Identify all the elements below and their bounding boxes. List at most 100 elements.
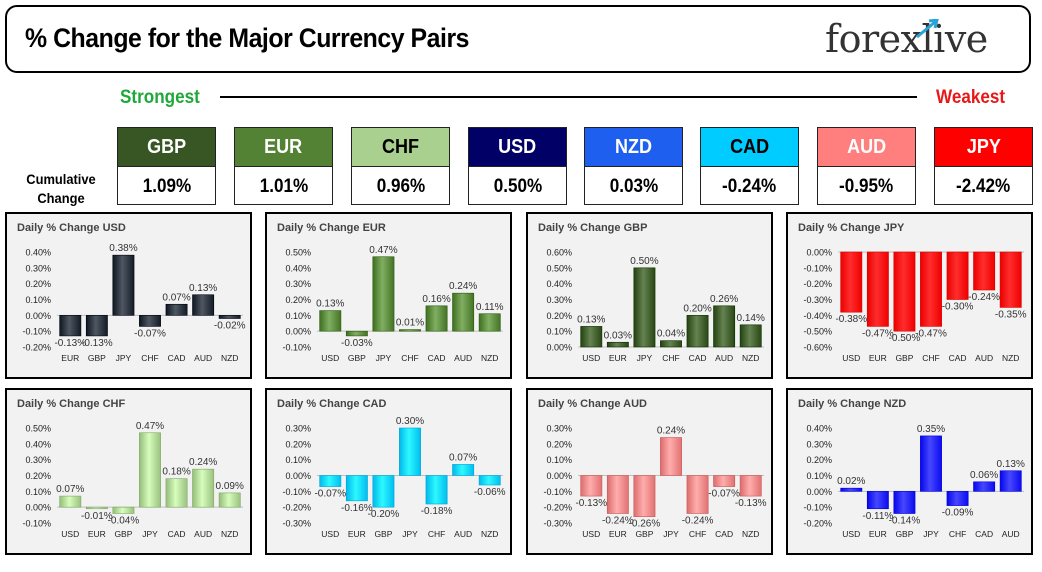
x-tick-label: CAD [689,353,707,363]
y-tick-label: -0.20% [803,519,832,529]
bar-nzd [218,492,241,508]
y-tick-label: -0.50% [803,327,832,337]
bar-chart-cad: 0.30% 0.20% 0.10% 0.00% -0.10% -0.20% -0.30% -0… [282,416,505,539]
y-tick-label: 0.00% [25,311,51,321]
bar-eur [606,475,629,514]
cumulative-change-value: 0.50% [469,167,566,206]
currency-code: AUD [818,128,915,167]
data-label: 0.01% [396,318,424,329]
bar-nzd [218,315,241,319]
data-label: 0.04% [657,329,685,340]
bar-gbp [112,506,135,514]
bar-aud [192,294,215,316]
x-tick-label: GBP [114,529,132,539]
y-tick-label: 0.30% [25,455,51,465]
currency-box-usd: USD 0.50% [468,127,567,205]
currency-code: JPY [935,128,1032,167]
cumulative-change-text: -2.42% [956,176,1011,197]
bar-usd [840,251,863,313]
y-tick-label: -0.10% [543,487,572,497]
chart-panel-nzd: Daily % Change NZD 0.40% 0.30% 0.20% 0.10% 0.… [786,388,1033,555]
data-label: 0.14% [737,313,765,324]
data-label: 0.18% [162,467,190,478]
y-tick-label: 0.40% [285,263,311,273]
chart-panel-gbp: Daily % Change GBP 0.60% 0.50% 0.40% 0.30% 0.… [526,212,773,379]
x-tick-label: CHF [401,353,418,363]
x-tick-label: AUD [975,353,993,363]
y-tick-label: 0.00% [285,327,311,337]
data-label: -0.14% [889,516,921,527]
y-tick-label: 0.10% [546,455,572,465]
data-label: 0.47% [369,245,397,256]
data-label: 0.03% [604,330,632,341]
data-label: 0.13% [316,299,344,310]
data-label: 0.35% [917,424,945,435]
x-tick-label: USD [321,353,339,363]
x-tick-label: AUD [715,353,733,363]
bar-usd [319,310,342,332]
strongest-label: Strongest [120,87,200,108]
currency-box-cad: CAD -0.24% [700,127,799,205]
chart-panel-eur: Daily % Change EUR 0.50% 0.40% 0.30% 0.20% 0.… [265,212,512,379]
chart-panel-usd: Daily % Change USD 0.40% 0.30% 0.20% 0.10% 0.… [5,212,252,379]
x-tick-label: USD [582,529,600,539]
cumulative-change-value: 1.09% [118,167,215,206]
x-tick-label: NZD [481,353,498,363]
y-tick-label: 0.30% [25,263,51,273]
data-label: -0.38% [835,314,867,325]
bar-gbp [893,491,916,514]
data-label: 0.13% [577,314,605,325]
data-label: 0.13% [997,459,1025,470]
data-label: -0.13% [54,338,86,349]
y-tick-label: 0.20% [25,471,51,481]
chart-panel-chf: Daily % Change CHF 0.50% 0.40% 0.30% 0.20% 0.… [5,388,252,555]
data-label: -0.26% [629,519,661,530]
logo-arrow-icon [916,19,939,39]
x-tick-label: CHF [922,353,939,363]
bar-aud [713,305,736,348]
data-label: 0.11% [476,302,504,313]
data-label: 0.07% [162,292,190,303]
x-tick-label: EUR [88,529,106,539]
y-tick-label: -0.10% [803,503,832,513]
data-label: 0.30% [396,416,424,427]
x-tick-label: CHF [428,529,445,539]
data-label: -0.02% [214,321,246,332]
currency-code: USD [469,128,566,167]
data-label: 0.50% [630,256,658,267]
data-label: 0.13% [189,283,217,294]
x-tick-label: GBP [635,529,653,539]
y-tick-label: 0.20% [285,439,311,449]
bar-chart-eur: 0.50% 0.40% 0.30% 0.20% 0.10% 0.00% -0.10% 0.13… [282,245,504,363]
bar-gbp [345,330,368,337]
bar-gbp [633,475,656,517]
bar-eur [85,506,108,510]
data-label: -0.13% [735,498,767,509]
x-tick-label: GBP [374,529,392,539]
currency-box-eur: EUR 1.01% [234,127,333,205]
bar-chf [399,329,421,332]
bar-eur [345,475,368,502]
currency-code-text: AUD [846,136,887,158]
chart-title: Daily % Change CHF [17,398,126,410]
bar-aud [452,292,475,332]
bar-usd [580,326,603,348]
y-tick-label: 0.00% [806,487,832,497]
data-label: -0.09% [942,508,974,519]
bar-jpy [139,432,161,508]
bar-cad [686,315,709,348]
x-tick-label: NZD [742,353,759,363]
ranking-line [220,96,917,98]
bar-cad [946,251,969,300]
currency-code: CHF [352,128,449,167]
x-tick-label: USD [61,529,79,539]
bar-eur [866,251,889,327]
bar-chart-nzd: 0.40% 0.30% 0.20% 0.10% 0.00% -0.10% -0.20% 0.0… [803,424,1025,540]
x-tick-label: JPY [116,353,132,363]
currency-box-nzd: NZD 0.03% [584,127,683,205]
cumulative-change-text: 0.50% [493,176,542,197]
x-tick-label: CAD [428,353,446,363]
y-tick-label: 0.60% [546,248,572,258]
chart-title: Daily % Change USD [17,222,126,234]
x-tick-label: USD [842,353,860,363]
